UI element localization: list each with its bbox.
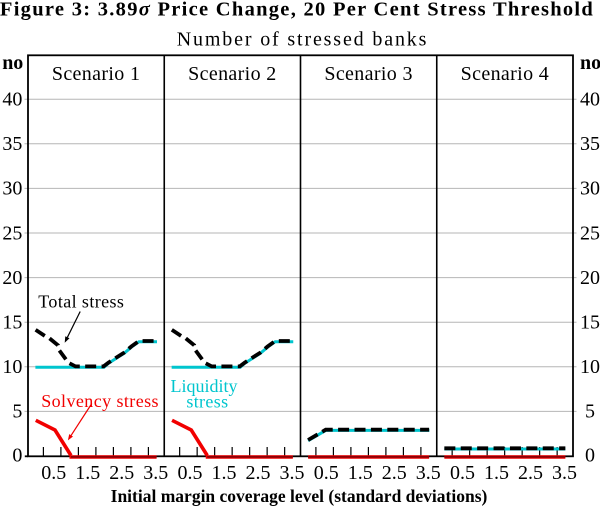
svg-text:3.5: 3.5 xyxy=(552,462,577,484)
svg-text:0: 0 xyxy=(585,445,595,467)
svg-text:Scenario 1: Scenario 1 xyxy=(52,63,140,85)
svg-text:15: 15 xyxy=(2,312,22,334)
svg-text:0.5: 0.5 xyxy=(314,462,339,484)
svg-text:3.5: 3.5 xyxy=(143,462,168,484)
svg-text:25: 25 xyxy=(2,222,22,244)
svg-text:no: no xyxy=(580,52,600,74)
svg-text:5: 5 xyxy=(585,401,595,423)
svg-text:3.5: 3.5 xyxy=(416,462,441,484)
svg-text:Total stress: Total stress xyxy=(38,292,124,312)
svg-text:20: 20 xyxy=(2,267,22,289)
svg-text:Number of stressed banks: Number of stressed banks xyxy=(177,29,429,51)
svg-text:1.5: 1.5 xyxy=(75,462,100,484)
svg-text:stress: stress xyxy=(186,392,228,412)
svg-text:no: no xyxy=(2,52,23,74)
svg-text:2.5: 2.5 xyxy=(246,462,271,484)
svg-text:Initial margin coverage level: Initial margin coverage level (standard … xyxy=(111,486,488,506)
svg-text:Liquidity: Liquidity xyxy=(171,376,238,396)
svg-text:35: 35 xyxy=(580,133,600,155)
svg-text:Scenario 4: Scenario 4 xyxy=(461,63,549,85)
svg-text:10: 10 xyxy=(2,356,22,378)
svg-text:0.5: 0.5 xyxy=(41,462,66,484)
svg-text:2.5: 2.5 xyxy=(518,462,543,484)
svg-text:Solvency stress: Solvency stress xyxy=(41,391,159,411)
svg-text:1.5: 1.5 xyxy=(348,462,373,484)
svg-text:1.5: 1.5 xyxy=(484,462,509,484)
svg-text:Scenario 2: Scenario 2 xyxy=(188,63,276,85)
svg-text:1.5: 1.5 xyxy=(212,462,237,484)
svg-text:5: 5 xyxy=(12,401,22,423)
svg-text:10: 10 xyxy=(580,356,600,378)
svg-text:30: 30 xyxy=(580,178,600,200)
svg-text:Scenario 3: Scenario 3 xyxy=(324,63,412,85)
svg-text:35: 35 xyxy=(2,133,22,155)
svg-text:40: 40 xyxy=(580,89,600,111)
svg-text:2.5: 2.5 xyxy=(109,462,134,484)
svg-text:25: 25 xyxy=(580,222,600,244)
svg-text:20: 20 xyxy=(580,267,600,289)
svg-text:40: 40 xyxy=(2,89,22,111)
svg-text:2.5: 2.5 xyxy=(382,462,407,484)
svg-text:Figure 3: 3.89σ Price Change,: Figure 3: 3.89σ Price Change, 20 Per Cen… xyxy=(0,0,594,21)
svg-text:0.5: 0.5 xyxy=(450,462,475,484)
svg-text:15: 15 xyxy=(580,312,600,334)
svg-text:30: 30 xyxy=(2,178,22,200)
svg-text:3.5: 3.5 xyxy=(280,462,305,484)
svg-text:0: 0 xyxy=(12,445,22,467)
svg-text:0.5: 0.5 xyxy=(178,462,203,484)
